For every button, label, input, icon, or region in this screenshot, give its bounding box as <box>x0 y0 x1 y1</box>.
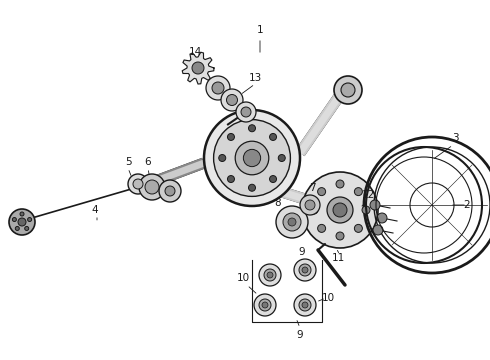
Circle shape <box>159 180 181 202</box>
Circle shape <box>264 269 276 281</box>
Circle shape <box>128 174 148 194</box>
Circle shape <box>15 226 19 230</box>
Circle shape <box>327 197 353 223</box>
Circle shape <box>305 200 315 210</box>
Circle shape <box>18 218 26 226</box>
Circle shape <box>294 294 316 316</box>
Text: 6: 6 <box>145 157 151 167</box>
Circle shape <box>341 83 355 97</box>
Text: 2: 2 <box>464 200 470 210</box>
Circle shape <box>27 217 32 221</box>
Circle shape <box>254 294 276 316</box>
Text: 14: 14 <box>188 47 201 57</box>
Circle shape <box>212 82 224 94</box>
Circle shape <box>248 125 255 132</box>
Polygon shape <box>182 52 214 84</box>
Text: 9: 9 <box>299 247 305 257</box>
Circle shape <box>20 212 24 216</box>
Circle shape <box>336 180 344 188</box>
Circle shape <box>267 272 273 278</box>
Circle shape <box>165 186 175 196</box>
Circle shape <box>145 180 159 194</box>
Circle shape <box>227 134 234 140</box>
Circle shape <box>139 174 165 200</box>
Circle shape <box>241 107 251 117</box>
Circle shape <box>259 299 271 311</box>
Circle shape <box>377 213 387 223</box>
Circle shape <box>248 184 255 191</box>
Text: 12: 12 <box>361 190 375 200</box>
Text: 10: 10 <box>321 293 335 303</box>
Text: 13: 13 <box>248 73 262 83</box>
Circle shape <box>302 302 308 308</box>
Circle shape <box>227 176 234 183</box>
Circle shape <box>283 213 301 231</box>
Circle shape <box>299 264 311 276</box>
Circle shape <box>373 225 383 235</box>
Circle shape <box>226 95 238 105</box>
Circle shape <box>299 299 311 311</box>
Circle shape <box>206 76 230 100</box>
Circle shape <box>262 302 268 308</box>
Text: 4: 4 <box>92 205 98 215</box>
Text: 8: 8 <box>275 198 281 208</box>
Circle shape <box>362 206 370 214</box>
Text: 7: 7 <box>309 183 315 193</box>
Text: 3: 3 <box>452 133 458 143</box>
Circle shape <box>310 206 318 214</box>
Circle shape <box>276 206 308 238</box>
Circle shape <box>219 154 226 162</box>
Circle shape <box>318 224 326 233</box>
Text: 11: 11 <box>331 253 344 263</box>
Circle shape <box>221 89 243 111</box>
Circle shape <box>270 134 276 140</box>
Circle shape <box>192 62 204 74</box>
Circle shape <box>302 172 378 248</box>
Text: 10: 10 <box>237 273 249 283</box>
Circle shape <box>270 176 276 183</box>
Text: 1: 1 <box>257 25 263 35</box>
Circle shape <box>204 110 300 206</box>
Circle shape <box>24 226 29 230</box>
Circle shape <box>318 188 326 195</box>
Circle shape <box>370 200 380 210</box>
Circle shape <box>236 102 256 122</box>
Circle shape <box>354 188 363 195</box>
Circle shape <box>354 224 363 233</box>
Circle shape <box>12 217 16 221</box>
Circle shape <box>333 203 347 217</box>
Circle shape <box>9 209 35 235</box>
Circle shape <box>334 76 362 104</box>
Text: 9: 9 <box>296 330 303 340</box>
Circle shape <box>300 195 320 215</box>
Circle shape <box>133 179 143 189</box>
Circle shape <box>235 141 269 175</box>
Circle shape <box>244 149 261 167</box>
Circle shape <box>294 259 316 281</box>
Circle shape <box>259 264 281 286</box>
Circle shape <box>336 232 344 240</box>
Text: 5: 5 <box>124 157 131 167</box>
Circle shape <box>288 218 296 226</box>
Circle shape <box>302 267 308 273</box>
Circle shape <box>278 154 285 162</box>
Circle shape <box>214 120 291 197</box>
